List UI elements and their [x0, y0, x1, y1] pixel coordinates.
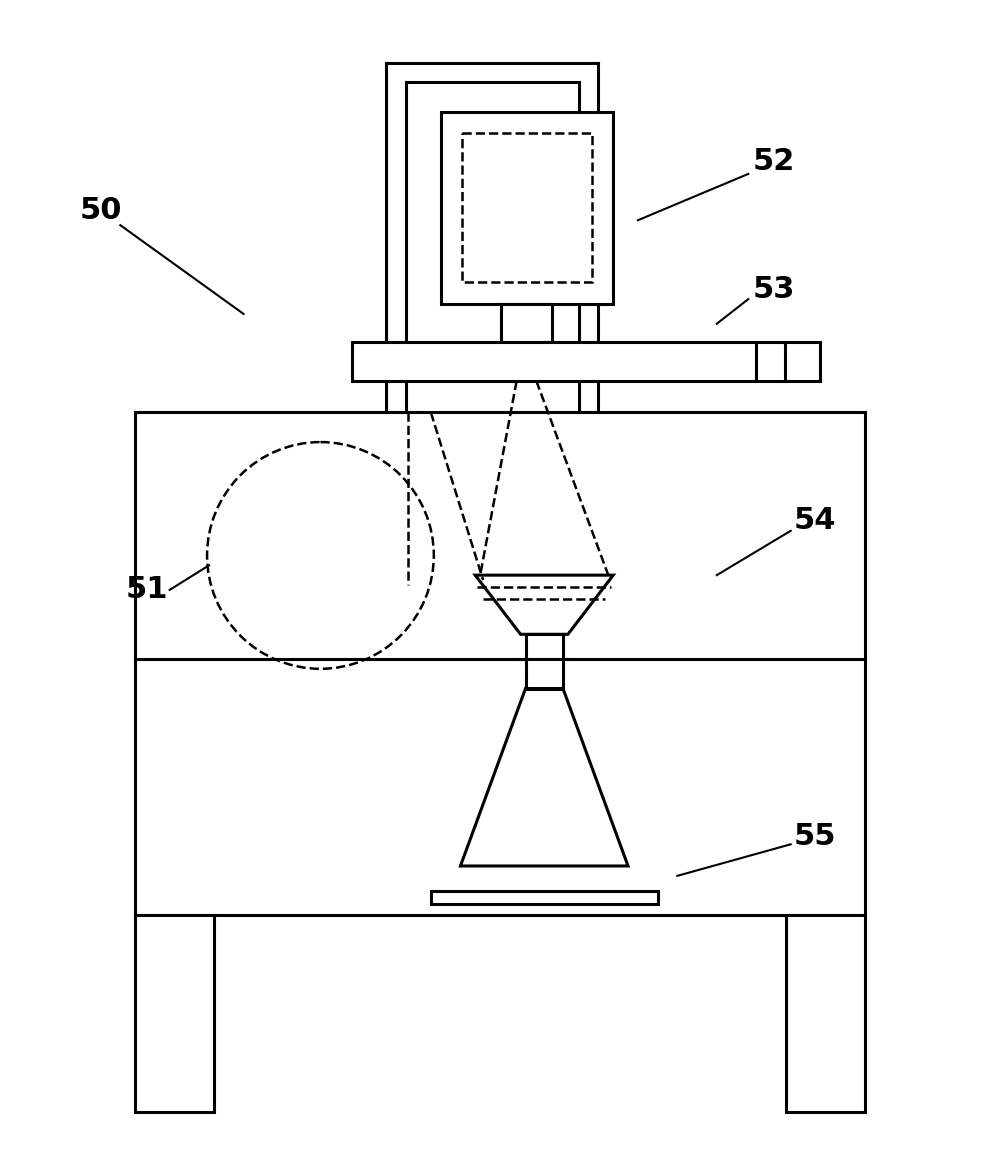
Text: 54: 54 — [794, 506, 837, 536]
Bar — [525, 634, 563, 662]
Bar — [431, 891, 658, 905]
Bar — [786, 915, 864, 1112]
Text: 53: 53 — [753, 274, 795, 304]
Bar — [352, 341, 756, 381]
Bar — [756, 341, 820, 381]
Bar — [501, 304, 552, 341]
Bar — [463, 134, 591, 282]
Bar — [441, 111, 613, 304]
Text: 51: 51 — [126, 575, 168, 605]
Bar — [136, 915, 214, 1112]
Bar — [525, 659, 563, 688]
Text: 50: 50 — [80, 196, 122, 225]
Bar — [136, 413, 864, 915]
Text: 55: 55 — [794, 822, 837, 851]
Text: 52: 52 — [753, 146, 795, 176]
